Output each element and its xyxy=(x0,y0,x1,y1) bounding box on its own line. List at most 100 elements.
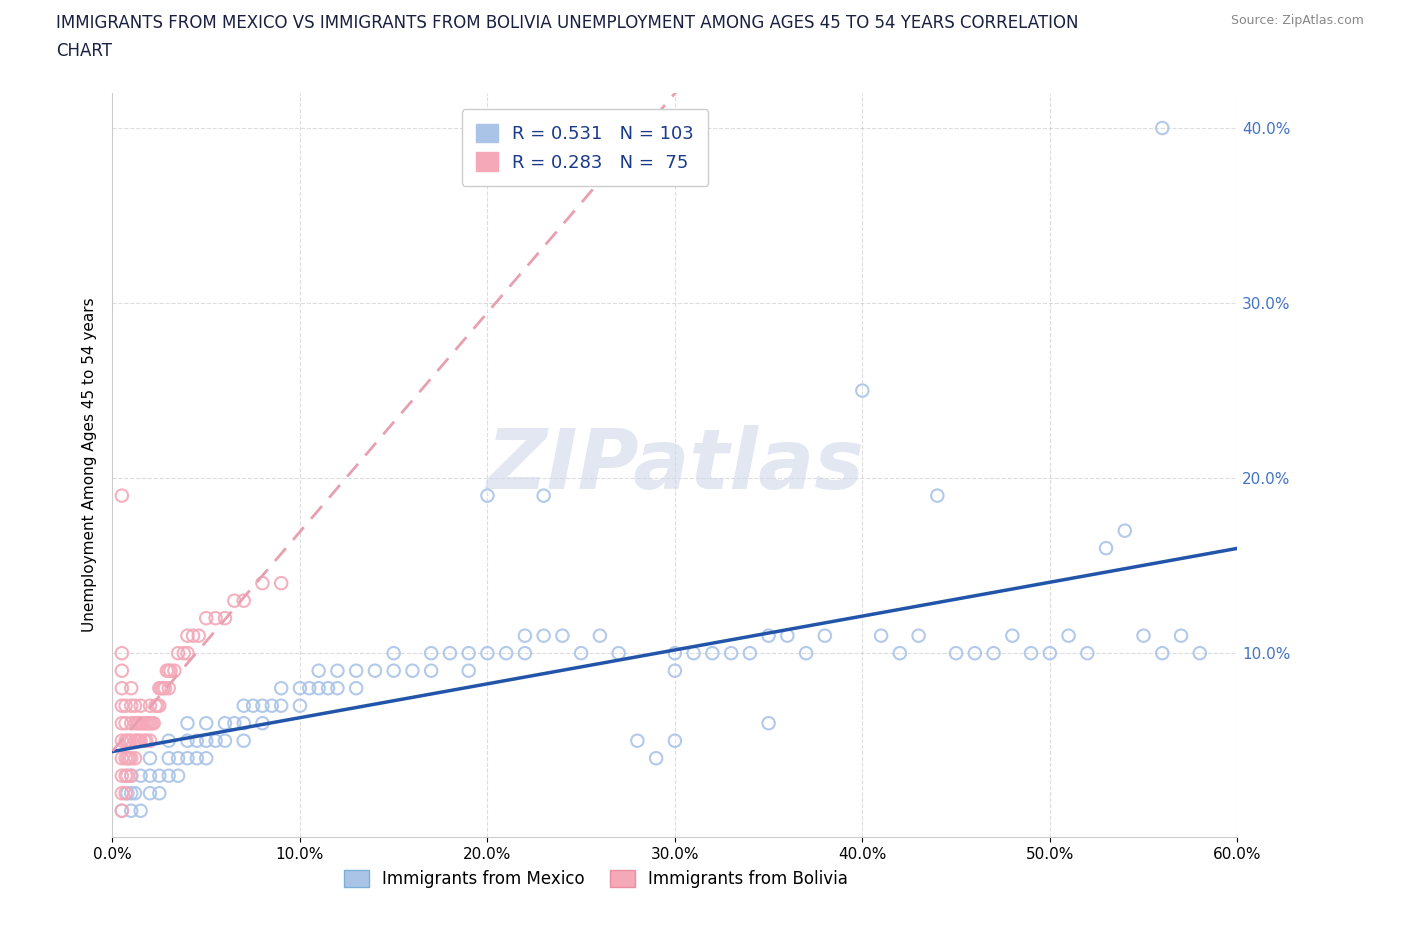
Point xyxy=(176,751,198,765)
Point xyxy=(344,663,367,678)
Point xyxy=(157,768,180,783)
Point xyxy=(195,733,218,748)
Point xyxy=(214,733,236,748)
Text: IMMIGRANTS FROM MEXICO VS IMMIGRANTS FROM BOLIVIA UNEMPLOYMENT AMONG AGES 45 TO : IMMIGRANTS FROM MEXICO VS IMMIGRANTS FRO… xyxy=(56,14,1078,32)
Point xyxy=(173,645,195,660)
Point xyxy=(1170,629,1192,644)
Point xyxy=(224,716,246,731)
Point xyxy=(157,681,180,696)
Point xyxy=(589,629,612,644)
Point xyxy=(167,751,190,765)
Point xyxy=(129,716,152,731)
Point xyxy=(129,804,152,818)
Point xyxy=(186,733,208,748)
Point xyxy=(128,716,150,731)
Point xyxy=(156,663,179,678)
Point xyxy=(135,716,157,731)
Point xyxy=(148,786,170,801)
Point xyxy=(664,645,686,660)
Point xyxy=(308,681,330,696)
Point xyxy=(139,786,162,801)
Point xyxy=(963,645,986,660)
Point xyxy=(114,716,136,731)
Point xyxy=(626,733,648,748)
Point xyxy=(134,733,156,748)
Point xyxy=(148,681,170,696)
Point xyxy=(111,804,134,818)
Point xyxy=(252,698,274,713)
Point xyxy=(983,645,1005,660)
Point xyxy=(111,804,134,818)
Point xyxy=(129,733,152,748)
Point xyxy=(139,698,162,713)
Point xyxy=(120,804,142,818)
Point xyxy=(111,751,134,765)
Y-axis label: Unemployment Among Ages 45 to 54 years: Unemployment Among Ages 45 to 54 years xyxy=(82,298,97,632)
Point xyxy=(114,751,136,765)
Text: ZIPatlas: ZIPatlas xyxy=(486,424,863,506)
Point xyxy=(477,645,499,660)
Point xyxy=(111,663,134,678)
Point xyxy=(252,716,274,731)
Legend: Immigrants from Mexico, Immigrants from Bolivia: Immigrants from Mexico, Immigrants from … xyxy=(344,870,848,888)
Point xyxy=(176,716,198,731)
Point xyxy=(720,645,742,660)
Point xyxy=(111,681,134,696)
Point xyxy=(1152,645,1174,660)
Point xyxy=(181,629,204,644)
Point xyxy=(111,786,134,801)
Point xyxy=(204,733,226,748)
Point xyxy=(344,681,367,696)
Point xyxy=(569,645,592,660)
Point xyxy=(114,733,136,748)
Point xyxy=(513,629,536,644)
Point xyxy=(645,751,668,765)
Point xyxy=(139,768,162,783)
Point xyxy=(738,645,761,660)
Point xyxy=(135,733,157,748)
Point xyxy=(136,716,159,731)
Point xyxy=(124,733,146,748)
Point xyxy=(157,733,180,748)
Point xyxy=(270,576,292,591)
Point xyxy=(682,645,704,660)
Point xyxy=(129,698,152,713)
Point xyxy=(495,645,517,660)
Point xyxy=(298,681,321,696)
Point xyxy=(232,733,254,748)
Point xyxy=(167,768,190,783)
Point xyxy=(439,645,461,660)
Point xyxy=(664,663,686,678)
Point xyxy=(758,629,780,644)
Point xyxy=(146,698,169,713)
Point xyxy=(702,645,724,660)
Point xyxy=(129,768,152,783)
Point xyxy=(114,786,136,801)
Point xyxy=(111,716,134,731)
Point xyxy=(758,716,780,731)
Point xyxy=(117,733,139,748)
Point xyxy=(145,698,167,713)
Point xyxy=(533,629,555,644)
Point xyxy=(120,751,142,765)
Point xyxy=(513,645,536,660)
Point xyxy=(150,681,173,696)
Point xyxy=(148,698,170,713)
Point xyxy=(889,645,911,660)
Point xyxy=(111,733,134,748)
Point xyxy=(195,751,218,765)
Point xyxy=(139,751,162,765)
Point xyxy=(114,768,136,783)
Point xyxy=(1057,629,1080,644)
Point xyxy=(664,733,686,748)
Point xyxy=(776,629,799,644)
Point xyxy=(420,645,443,660)
Point xyxy=(607,645,630,660)
Point xyxy=(176,645,198,660)
Point xyxy=(242,698,264,713)
Point xyxy=(927,488,949,503)
Point xyxy=(111,488,134,503)
Point xyxy=(1095,540,1118,555)
Point xyxy=(111,768,134,783)
Point xyxy=(159,663,181,678)
